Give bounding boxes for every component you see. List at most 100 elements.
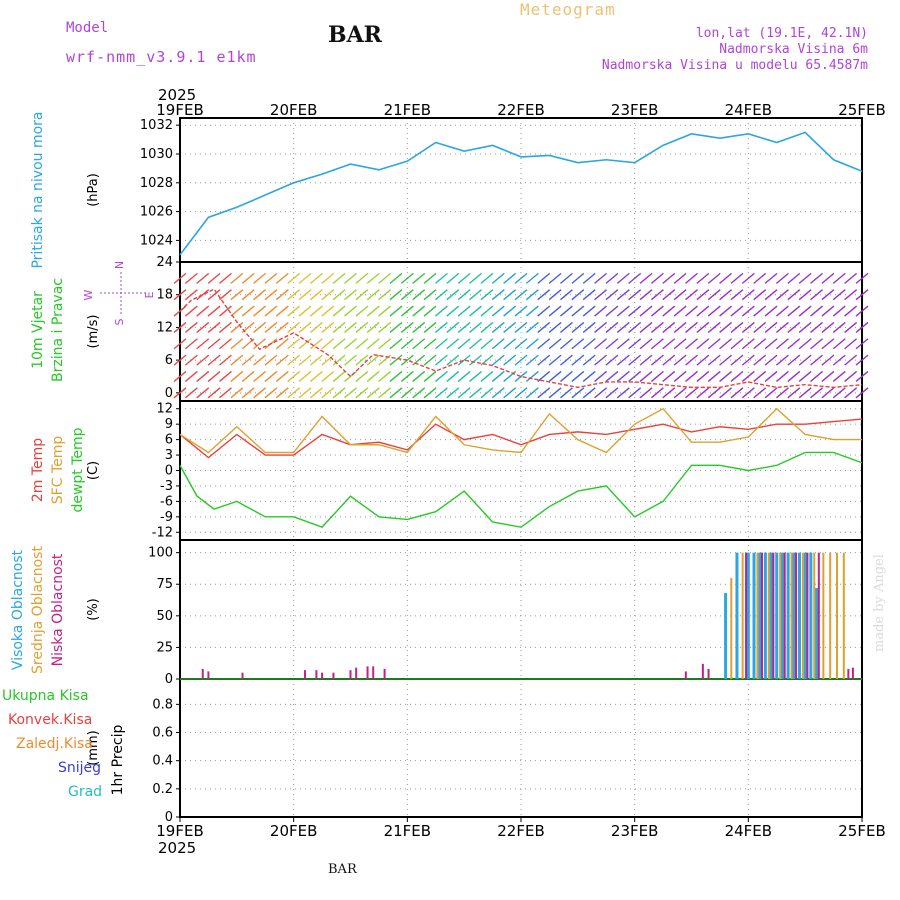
wind-barb (775, 370, 789, 383)
wind-barb (196, 321, 210, 333)
wind-barb (685, 370, 698, 383)
cloud-bar-high_cloud (775, 552, 779, 679)
wind-barb (275, 289, 289, 301)
wind-barb (230, 272, 244, 284)
wind-barb (741, 321, 755, 333)
wind-barb (400, 272, 414, 284)
cloud-bar-high_cloud (780, 552, 784, 679)
wind-barb (696, 289, 710, 301)
wind-barb (582, 305, 596, 317)
precip-legend-item: Snijeg (58, 760, 101, 776)
wind-barb (707, 387, 721, 399)
wind-barb (457, 272, 471, 284)
time-tick-label-top: 23FEB (611, 101, 658, 119)
wind-barb (253, 338, 267, 350)
wind-barb (594, 305, 608, 317)
wind-barb (685, 321, 698, 333)
wind-barb (253, 321, 267, 333)
station-coordinates: lon,lat (19.1E, 42.1N) (695, 26, 868, 41)
cloud-bar-mid_cloud (813, 552, 816, 679)
wind-barb (423, 338, 437, 350)
cloud-bar-low_cloud (207, 671, 210, 679)
wind-barb (298, 272, 312, 284)
precip-axis-title: 1hr Precip (110, 725, 126, 796)
wind-barb (412, 289, 426, 301)
wind-barb (628, 387, 642, 399)
y-tick-label: 12 (156, 320, 173, 335)
wind-barb (560, 387, 573, 399)
wind-barb (753, 272, 767, 284)
wind-barb (389, 321, 403, 333)
wind-barb (707, 289, 721, 301)
wind-barb (741, 272, 755, 284)
wind-barb (798, 321, 812, 333)
cloud-bar-high_cloud (752, 552, 756, 679)
wind-barb (241, 370, 255, 383)
wind-barb (332, 354, 346, 366)
wind-barb (480, 272, 494, 284)
cloud-bar-high_cloud (786, 552, 790, 679)
cloud-bar-mid_cloud (779, 552, 782, 679)
wind-barb (434, 354, 448, 366)
wind-barb (855, 370, 869, 383)
time-tick-label-bottom: 24FEB (725, 822, 772, 840)
wind-barb (514, 370, 528, 383)
wind-barb (821, 370, 835, 383)
cloud-axis-title: Niska Oblacnost (50, 553, 66, 666)
wind-barb (798, 354, 812, 366)
wind-barb (753, 321, 767, 333)
wind-barb (855, 305, 869, 317)
y-tick-label: 12 (156, 402, 173, 417)
time-tick-label-top: 24FEB (725, 101, 772, 119)
wind-barb (480, 321, 494, 333)
cloud-bar-low_cloud (355, 667, 358, 679)
wind-barb (798, 305, 812, 317)
cloud-bar-low_cloud (383, 668, 386, 679)
wind-barb (764, 305, 778, 317)
wind-barb (366, 321, 380, 333)
wind-barb (309, 321, 323, 333)
wind-barb (821, 338, 835, 350)
wind-barb (639, 289, 653, 301)
wind-barb (696, 387, 710, 399)
y-tick-label: 0.6 (152, 726, 173, 741)
wind-barb (775, 387, 789, 399)
wind-barb (764, 321, 778, 333)
wind-barb (548, 387, 562, 399)
wind-barb (730, 289, 744, 301)
wind-speed-line (179, 288, 863, 389)
wind-barb (469, 370, 482, 383)
pressure-axis-title: Pritisak na nivou mora (30, 111, 46, 268)
wind-barb (503, 289, 517, 301)
wind-barb (662, 354, 676, 366)
temp-line-dewpt (179, 451, 863, 528)
wind-barb (707, 272, 721, 284)
wind-barb (832, 387, 846, 399)
wind-barb (275, 305, 289, 317)
wind-barb (537, 370, 551, 383)
wind-barb (366, 354, 380, 366)
wind-barb (525, 272, 539, 284)
wind-barb (639, 321, 653, 333)
wind-barb (571, 305, 585, 317)
wind-barb (560, 289, 573, 301)
wind-barb (730, 321, 744, 333)
wind-barb (832, 289, 846, 301)
wind-barb (844, 305, 858, 317)
wind-barb (650, 338, 664, 350)
wind-barb (423, 321, 437, 333)
wind-barb (673, 289, 687, 301)
wind-barb (219, 321, 232, 333)
wind-barb (173, 338, 187, 350)
wind-barb (525, 370, 539, 383)
wind-barb (446, 272, 460, 284)
wind-barb (548, 305, 562, 317)
wind-barb (423, 387, 437, 399)
wind-barb (775, 338, 789, 350)
wind-barb (741, 354, 755, 366)
wind-barb (707, 370, 721, 383)
wind-barb (537, 387, 551, 399)
wind-barb (673, 370, 687, 383)
wind-barb (810, 338, 823, 350)
cloud-bar-low_cloud (701, 663, 704, 679)
